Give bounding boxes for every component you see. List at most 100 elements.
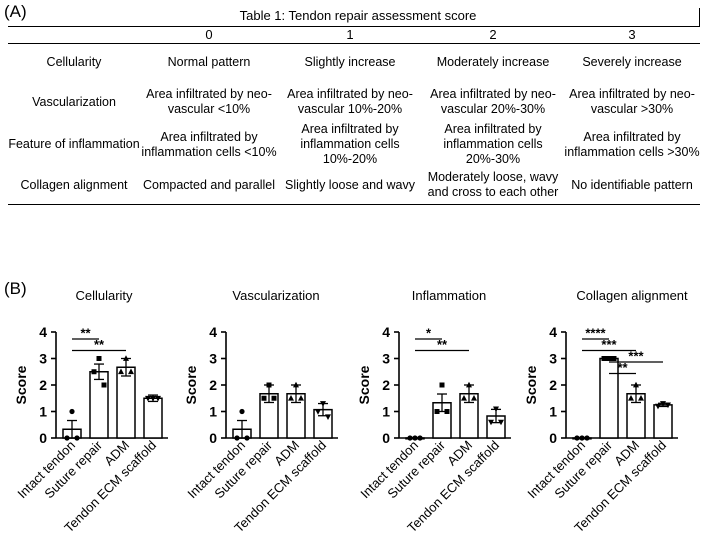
table-header-cell: 0 (205, 27, 213, 42)
table-cell: Slightly loose and wavy (285, 177, 415, 192)
y-tick-label: 2 (382, 377, 390, 393)
y-axis-title: Score (523, 365, 539, 404)
data-point (325, 414, 331, 420)
data-point (74, 435, 80, 441)
data-point (584, 435, 590, 441)
data-point (488, 419, 494, 426)
data-point (628, 395, 634, 401)
data-point (638, 395, 644, 401)
table-bottom-rule (8, 204, 700, 205)
y-tick-label: 2 (39, 377, 47, 393)
data-point (118, 368, 124, 375)
table-cell: No identifiable pattern (571, 177, 693, 192)
chart-title: Collagen alignment (576, 288, 688, 303)
table-title-rule (699, 8, 700, 26)
y-tick-label: 3 (209, 351, 217, 367)
table-cell: Slightly increase (304, 55, 396, 69)
y-tick-label: 3 (549, 351, 557, 367)
table-top-rule (8, 26, 700, 27)
y-tick-label: 1 (209, 404, 217, 420)
table-header-cell: 2 (489, 27, 497, 42)
y-tick-label: 3 (382, 351, 390, 367)
table-cell: Area infiltrated by inflammation cells <… (141, 129, 277, 159)
table-cell: Area infiltrated by neo-vascular >30% (569, 87, 695, 116)
data-point (244, 435, 250, 441)
data-point (574, 435, 580, 441)
data-point (315, 409, 321, 415)
significance-label: ** (437, 337, 448, 352)
bar (653, 404, 673, 439)
bar (599, 357, 619, 439)
y-tick-label: 4 (549, 324, 557, 340)
y-tick-label: 1 (382, 404, 390, 420)
data-point (150, 395, 156, 402)
y-tick-label: 3 (39, 351, 47, 367)
data-point (64, 435, 70, 441)
panel-b-label: (B) (4, 279, 27, 298)
bar (143, 397, 163, 439)
data-point (234, 435, 240, 441)
data-point (665, 402, 671, 409)
y-tick-label: 1 (549, 404, 557, 420)
y-tick-label: 4 (209, 324, 217, 340)
data-point (145, 395, 151, 402)
significance-label: ** (80, 326, 91, 341)
data-point (407, 435, 413, 441)
assessment-table: 0 1 2 3 Cellularity Normal pattern Slightly in… (8, 8, 700, 205)
table-header-cell: 1 (346, 27, 354, 42)
data-point (655, 403, 661, 410)
significance-label: *** (628, 349, 644, 364)
data-point (101, 382, 107, 388)
table-cell: Area infiltrated by neo-vascular 20%-30% (430, 87, 556, 116)
data-point (320, 401, 326, 407)
table-cell: Moderately loose, wavy and cross to each… (427, 170, 559, 199)
significance-label: ** (94, 337, 105, 352)
data-point (123, 355, 129, 361)
y-tick-label: 0 (39, 430, 47, 446)
data-point (128, 368, 134, 375)
y-tick-label: 2 (209, 377, 217, 393)
table-row-label: Collagen alignment (20, 177, 128, 192)
data-point (288, 395, 294, 401)
data-point (412, 435, 418, 441)
data-point (606, 356, 612, 361)
data-point (660, 401, 666, 407)
y-tick-label: 1 (39, 404, 47, 420)
table-row-label: Feature of inflammation (8, 137, 140, 151)
data-point (417, 435, 423, 441)
data-point (155, 395, 161, 402)
y-tick-label: 0 (549, 430, 557, 446)
data-point (493, 406, 499, 413)
data-point (601, 356, 607, 361)
panel-a-label: (A) (4, 2, 27, 21)
data-point (271, 395, 277, 401)
y-tick-label: 4 (39, 324, 47, 340)
significance-label: * (426, 326, 432, 341)
data-point (611, 356, 617, 361)
bar (89, 371, 109, 439)
data-point (293, 381, 299, 388)
data-point (91, 369, 97, 375)
data-point (439, 382, 445, 388)
table-cell: Area infiltrated by inflammation cells 1… (300, 122, 400, 166)
y-axis-title: Score (183, 365, 199, 404)
data-point (498, 419, 504, 426)
table-cell: Area infiltrated by inflammation cells 2… (443, 122, 543, 166)
table-cell: Area infiltrated by neo-vascular 10%-20% (287, 87, 413, 116)
y-tick-label: 4 (382, 324, 390, 340)
table-header-cell: 3 (628, 27, 636, 42)
data-point (461, 395, 467, 401)
data-point (471, 395, 477, 401)
data-point (579, 435, 585, 441)
chart-title: Vascularization (232, 288, 319, 303)
table-cell: Severely increase (582, 55, 682, 69)
table-row-label: Vascularization (32, 94, 116, 109)
data-point (69, 408, 75, 415)
y-tick-label: 0 (382, 430, 390, 446)
y-tick-label: 0 (209, 430, 217, 446)
chart-title: Inflammation (412, 288, 486, 303)
